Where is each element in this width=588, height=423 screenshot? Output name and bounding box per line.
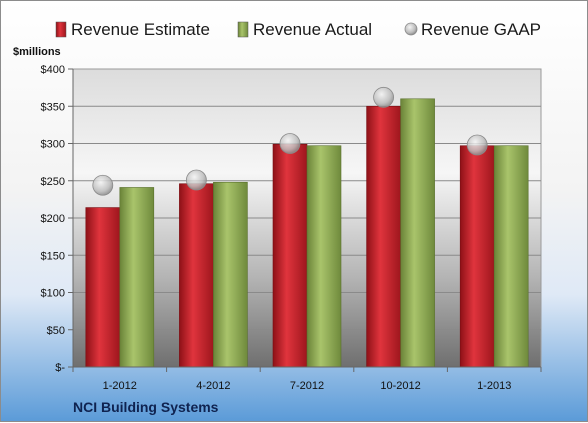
- x-tick-label: 7-2012: [290, 380, 324, 392]
- marker-revenue-gaap: [185, 169, 207, 191]
- marker-revenue-gaap: [373, 86, 395, 108]
- y-tick-label: $300: [41, 139, 65, 151]
- y-tick-label: $50: [47, 325, 65, 337]
- y-tick-label: $-: [55, 362, 65, 374]
- bar-revenue-estimate: [85, 207, 121, 368]
- x-tick-label: 10-2012: [380, 380, 420, 392]
- marker-revenue-gaap: [92, 174, 114, 196]
- y-tick-label: $400: [41, 64, 65, 76]
- bars-layer: [85, 98, 529, 368]
- bar-revenue-actual: [213, 181, 248, 368]
- company-name: NCI Building Systems: [73, 399, 219, 415]
- x-tick-label: 4-2012: [196, 380, 230, 392]
- y-tick-label: $100: [41, 288, 65, 300]
- y-tick-label: $250: [41, 176, 65, 188]
- legend-label: Revenue GAAP: [421, 20, 541, 39]
- gaap-markers-layer: [92, 86, 488, 196]
- bar-revenue-estimate: [366, 105, 401, 368]
- bar-revenue-estimate: [459, 145, 495, 368]
- x-tick-label: 1-2012: [103, 380, 137, 392]
- y-tick-label: $350: [41, 101, 65, 113]
- legend-swatch: [237, 21, 249, 38]
- bar-revenue-estimate: [179, 183, 214, 368]
- unit-label: $millions: [13, 46, 61, 58]
- bar-revenue-estimate: [272, 143, 308, 368]
- legend-swatch: [55, 21, 67, 38]
- bar-revenue-actual: [119, 187, 155, 368]
- x-tick-label: 1-2013: [477, 380, 511, 392]
- bar-revenue-actual: [400, 98, 435, 368]
- bar-revenue-actual: [306, 145, 342, 368]
- y-tick-label: $200: [41, 213, 65, 225]
- y-tick-label: $150: [41, 250, 65, 262]
- x-axis: 1-2012 4-2012 7-2012 10-2012 1-2013: [72, 366, 542, 392]
- legend-label: Revenue Estimate: [71, 20, 210, 39]
- marker-revenue-gaap: [279, 133, 301, 154]
- marker-revenue-gaap: [466, 134, 488, 156]
- y-axis: $- $50 $100 $150 $200 $250 $300 $350 $400: [41, 64, 74, 374]
- legend-swatch: [404, 22, 418, 36]
- legend-label: Revenue Actual: [253, 20, 372, 39]
- legend: Revenue Estimate Revenue Actual Revenue GA…: [55, 20, 541, 39]
- bar-revenue-actual: [493, 145, 529, 368]
